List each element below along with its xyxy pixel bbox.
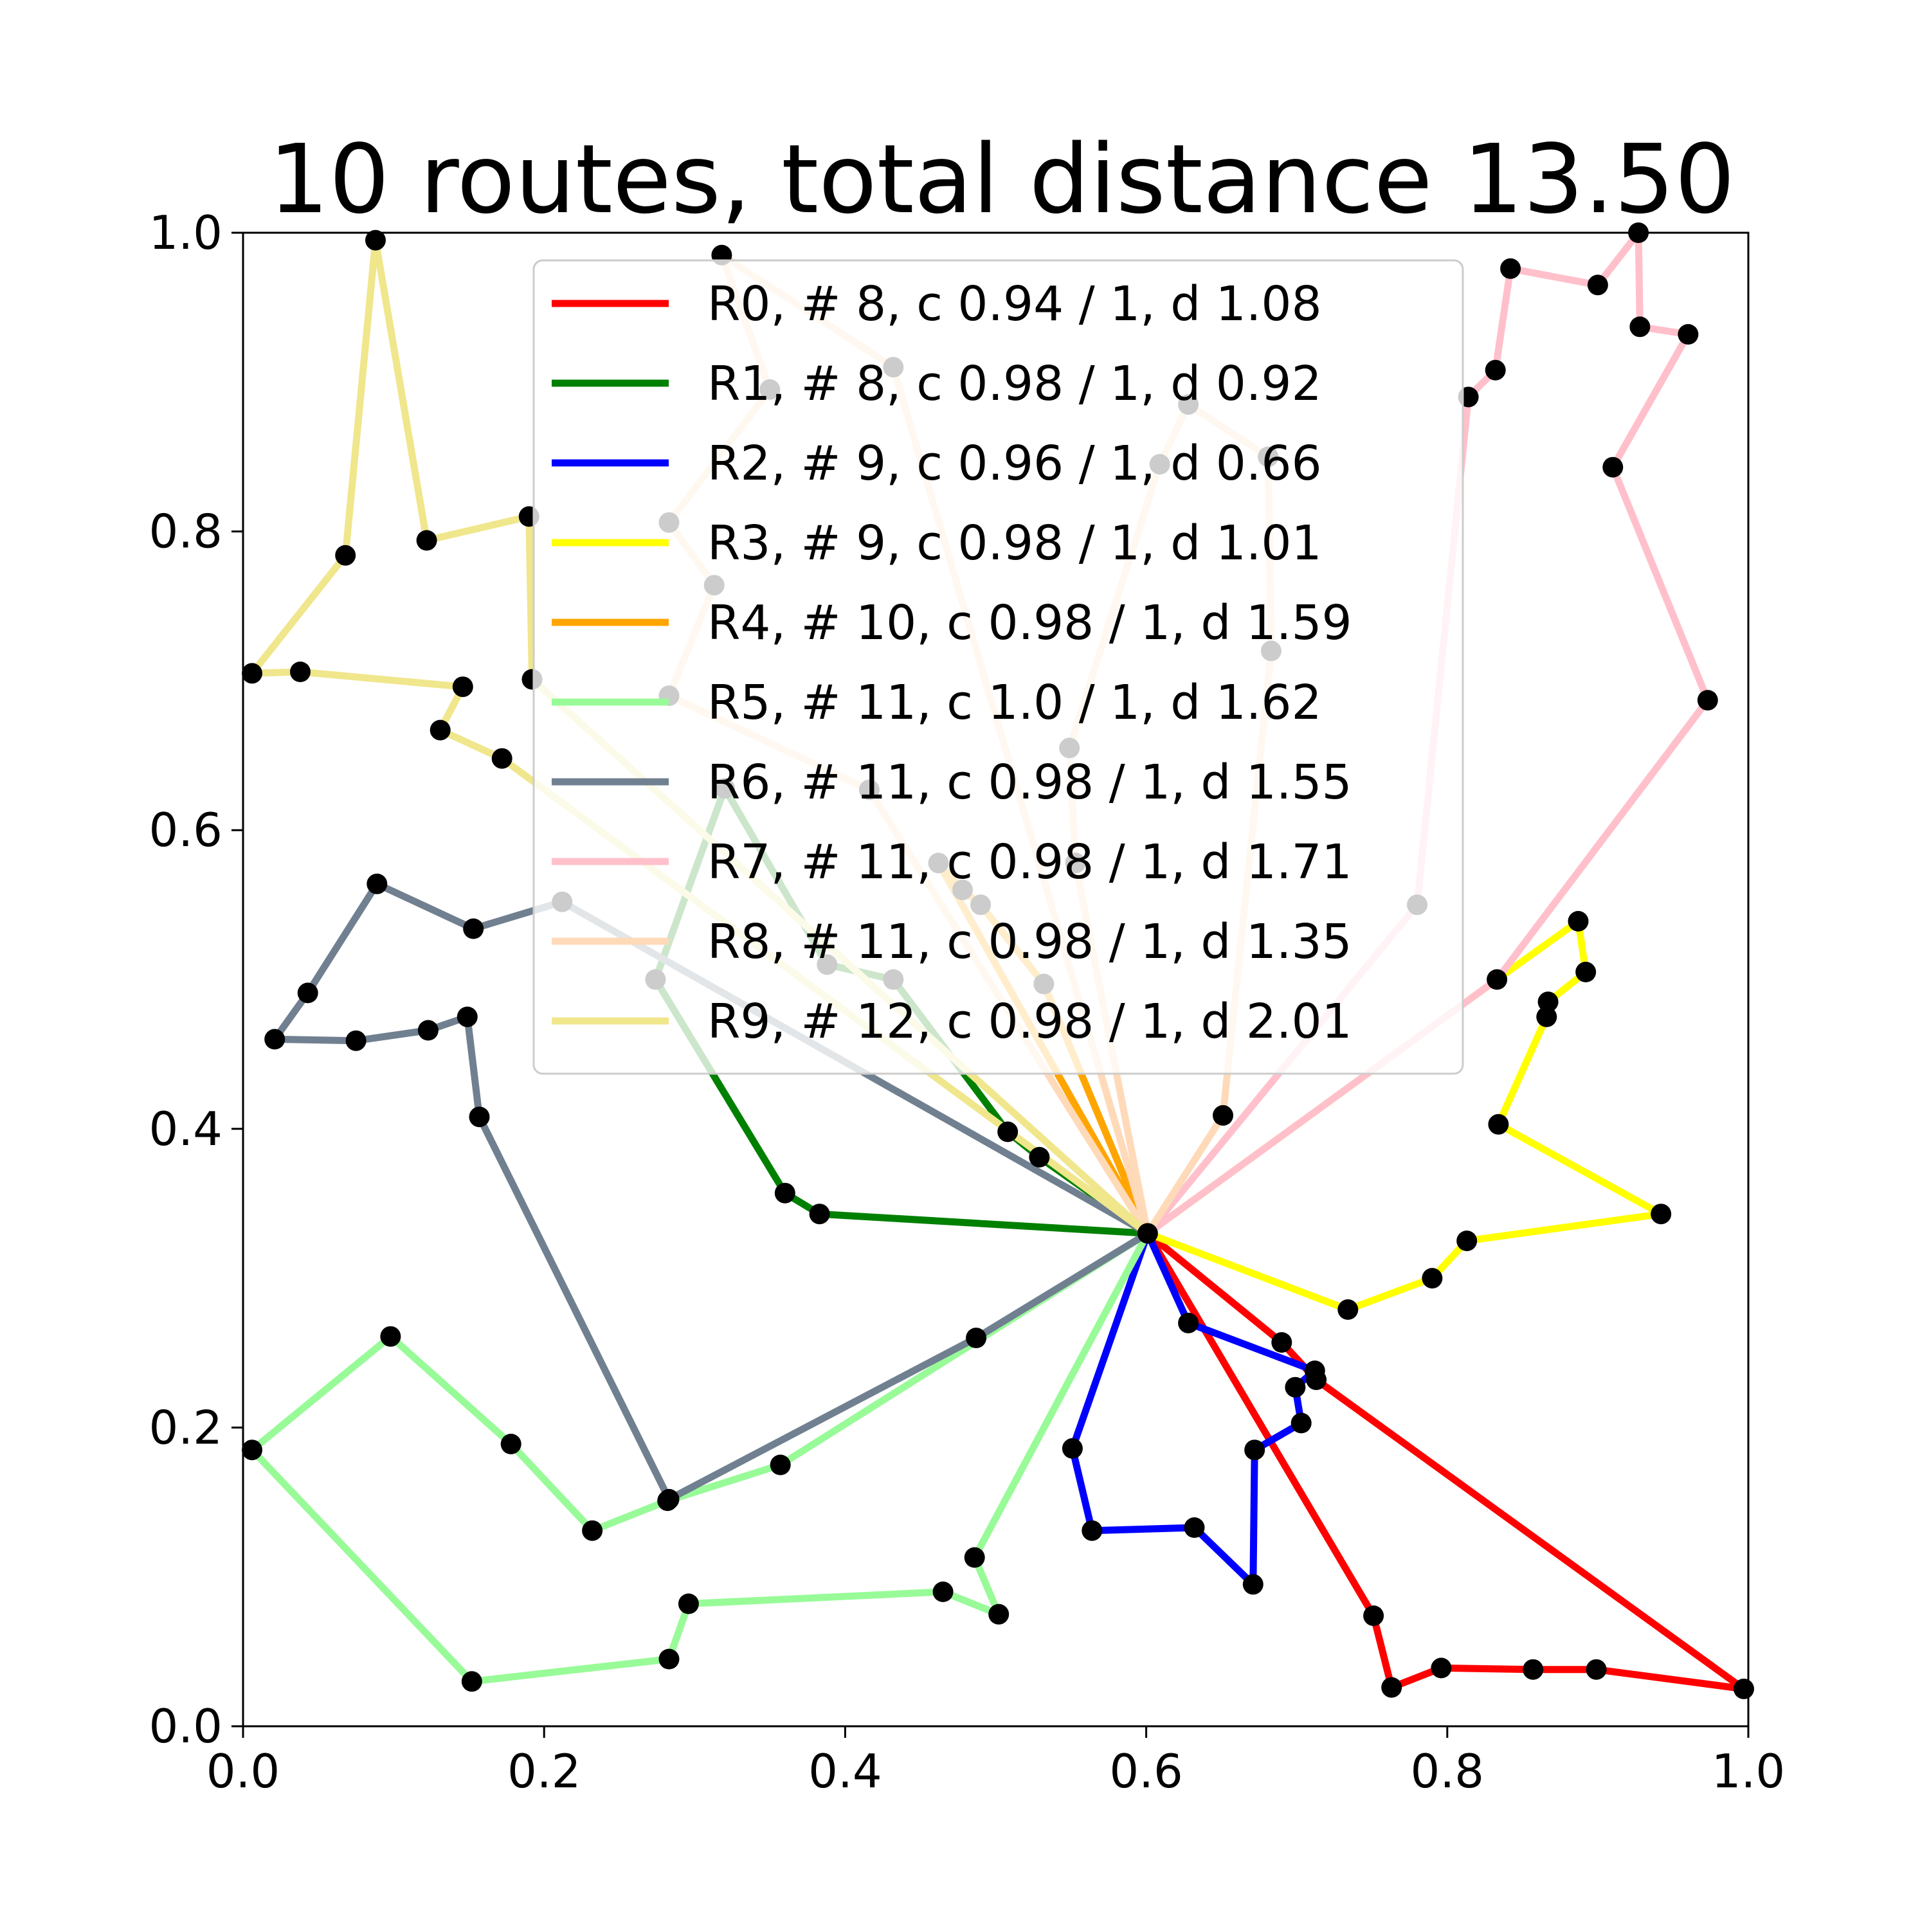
customer-point xyxy=(416,530,437,551)
customer-point xyxy=(1487,969,1508,990)
customer-point xyxy=(457,1006,478,1027)
customer-point xyxy=(297,982,318,1004)
customer-point xyxy=(770,1454,791,1476)
customer-point xyxy=(1523,1659,1544,1680)
customer-point xyxy=(1363,1605,1384,1627)
x-tick-label: 0.0 xyxy=(206,1744,280,1798)
x-tick-label: 1.0 xyxy=(1712,1744,1786,1798)
customer-point xyxy=(1184,1517,1205,1538)
customer-point xyxy=(678,1593,699,1614)
depot-point xyxy=(1137,1223,1158,1244)
legend-label-r7: R7, # 11, c 0.98 / 1, d 1.71 xyxy=(707,835,1352,890)
customer-point xyxy=(932,1581,954,1602)
legend-label-r4: R4, # 10, c 0.98 / 1, d 1.59 xyxy=(707,595,1352,651)
customer-point xyxy=(1213,1105,1233,1126)
customer-point xyxy=(290,662,311,682)
customer-point xyxy=(1242,1574,1263,1595)
customer-point xyxy=(1587,275,1608,296)
customer-point xyxy=(452,676,473,698)
customer-point xyxy=(658,1648,680,1670)
customer-point xyxy=(1029,1146,1050,1168)
customer-point xyxy=(1651,1204,1672,1225)
x-tick-label: 0.6 xyxy=(1109,1744,1183,1798)
legend-box xyxy=(532,259,1464,1075)
legend-label-r2: R2, # 9, c 0.96 / 1, d 0.66 xyxy=(707,436,1322,491)
legend-label-r9: R9, # 12, c 0.98 / 1, d 2.01 xyxy=(707,994,1352,1049)
x-tick-label: 0.4 xyxy=(808,1744,882,1798)
customer-point xyxy=(1431,1657,1452,1679)
customer-point xyxy=(658,1488,680,1510)
customer-point xyxy=(1575,961,1597,982)
customer-point xyxy=(500,1434,521,1454)
customer-point xyxy=(461,1671,482,1692)
legend-label-r0: R0, # 8, c 0.94 / 1, d 1.08 xyxy=(707,276,1322,332)
legend-label-r5: R5, # 11, c 1.0 / 1, d 1.62 xyxy=(707,675,1322,730)
customer-point xyxy=(1500,258,1521,279)
x-tick-label: 0.2 xyxy=(507,1744,581,1798)
customer-point xyxy=(1337,1299,1359,1320)
customer-point xyxy=(365,230,386,251)
customer-point xyxy=(1568,910,1589,932)
customer-point xyxy=(997,1121,1019,1142)
customer-point xyxy=(1537,991,1559,1013)
customer-point xyxy=(964,1547,985,1568)
customer-point xyxy=(1678,324,1699,345)
customer-point xyxy=(1285,1377,1306,1398)
customer-point xyxy=(1178,1312,1199,1333)
legend-label-r1: R1, # 8, c 0.98 / 1, d 0.92 xyxy=(707,356,1322,411)
customer-point xyxy=(1485,359,1506,381)
legend-label-r8: R8, # 11, c 0.98 / 1, d 1.35 xyxy=(707,914,1352,970)
y-tick-label: 0.4 xyxy=(149,1102,222,1156)
y-tick-label: 1.0 xyxy=(149,206,222,260)
route-line-r3 xyxy=(1144,917,1665,1314)
customer-point xyxy=(345,1030,367,1051)
customer-point xyxy=(809,1204,830,1225)
customer-point xyxy=(367,873,388,894)
customer-point xyxy=(430,719,451,741)
customer-point xyxy=(417,1020,439,1041)
customer-point xyxy=(582,1520,603,1541)
customer-point xyxy=(491,748,512,769)
legend-label-r6: R6, # 11, c 0.98 / 1, d 1.55 xyxy=(707,755,1352,810)
customer-point xyxy=(463,918,484,939)
customer-point xyxy=(1271,1332,1292,1353)
customer-point xyxy=(1422,1268,1443,1289)
y-tick-label: 0.8 xyxy=(149,505,222,559)
customer-point xyxy=(1697,690,1718,711)
customer-point xyxy=(1586,1659,1607,1680)
route-line-r9 xyxy=(248,237,1152,1237)
customer-point xyxy=(966,1328,987,1348)
customer-point xyxy=(1488,1114,1509,1135)
x-tick-label: 0.8 xyxy=(1411,1744,1485,1798)
customer-point xyxy=(1381,1677,1402,1698)
y-tick-label: 0.6 xyxy=(149,803,222,857)
chart-title: 10 routes, total distance 13.50 xyxy=(269,124,1735,235)
customer-point xyxy=(1304,1360,1325,1382)
customer-point xyxy=(1456,1231,1478,1251)
customer-point xyxy=(1602,456,1624,478)
customer-point xyxy=(1062,1438,1083,1459)
customer-point xyxy=(1244,1440,1265,1461)
y-tick-label: 0.2 xyxy=(149,1400,222,1454)
customer-point xyxy=(1734,1678,1754,1699)
customer-point xyxy=(264,1029,285,1050)
axes: 0.0 0.2 0.4 0.6 0.8 1.0 0.0 0.2 0.4 0.6 0.8 1.0 xyxy=(149,206,1785,1798)
customer-point xyxy=(242,1440,262,1461)
plot-frame xyxy=(242,231,1750,1728)
customer-point xyxy=(1536,1006,1557,1027)
y-tick-label: 0.0 xyxy=(149,1699,222,1753)
customer-point xyxy=(1082,1520,1103,1541)
customer-point xyxy=(1629,316,1651,338)
customer-point xyxy=(1291,1413,1312,1434)
legend: R0, # 8, c 0.94 / 1, d 1.08 R1, # 8, c 0.… xyxy=(532,259,1464,1075)
legend-label-r3: R3, # 9, c 0.98 / 1, d 1.01 xyxy=(707,516,1322,571)
customer-point xyxy=(380,1326,401,1347)
customer-point xyxy=(335,545,356,566)
customer-point xyxy=(774,1182,795,1204)
customer-point xyxy=(469,1106,490,1128)
customer-point xyxy=(988,1603,1010,1625)
customer-point xyxy=(242,663,262,684)
